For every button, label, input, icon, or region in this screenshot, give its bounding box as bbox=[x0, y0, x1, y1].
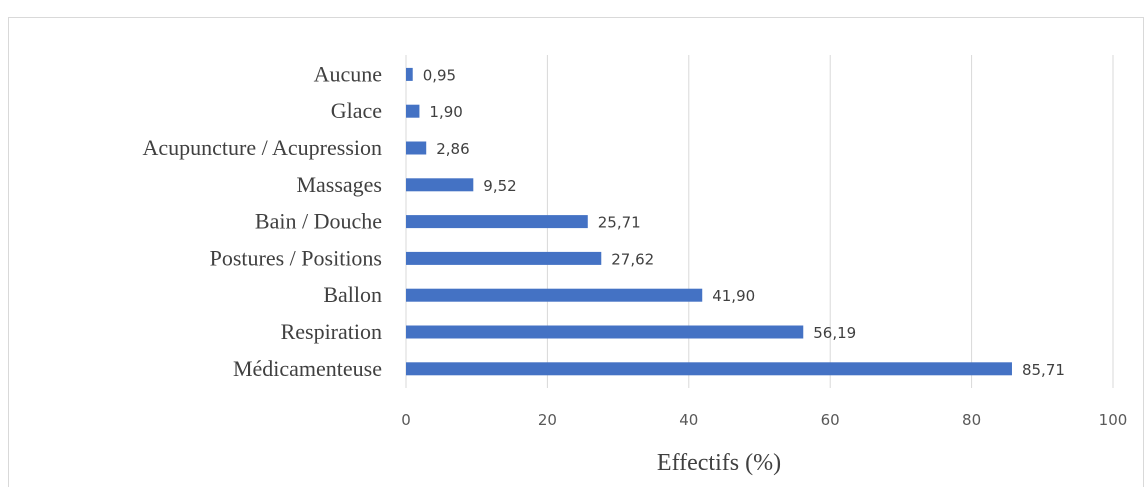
bar bbox=[406, 288, 703, 302]
data-label: 56,19 bbox=[813, 324, 856, 342]
category-label: Respiration bbox=[281, 319, 382, 344]
bar bbox=[406, 141, 427, 155]
data-label: 41,90 bbox=[712, 287, 755, 305]
data-label: 9,52 bbox=[483, 177, 516, 195]
data-label: 0,95 bbox=[423, 66, 456, 84]
bar bbox=[406, 251, 602, 265]
data-label: 85,71 bbox=[1022, 361, 1065, 379]
x-tick-label: 0 bbox=[401, 411, 411, 429]
x-axis-title: Effectifs (%) bbox=[657, 450, 781, 476]
x-tick-label: 100 bbox=[1099, 411, 1128, 429]
category-label: Aucune bbox=[314, 61, 382, 86]
bar bbox=[406, 325, 804, 339]
category-label: Bain / Douche bbox=[255, 209, 382, 234]
category-label: Médicamenteuse bbox=[233, 356, 382, 381]
category-labels: Aucune Glace Acupuncture / Acupression Mass… bbox=[143, 61, 383, 380]
category-label: Acupuncture / Acupression bbox=[143, 135, 383, 160]
chart-frame bbox=[8, 17, 1144, 487]
x-tick-label: 60 bbox=[821, 411, 840, 429]
data-label: 25,71 bbox=[598, 214, 641, 232]
x-tick-label: 80 bbox=[962, 411, 981, 429]
bar bbox=[406, 178, 474, 192]
data-label: 1,90 bbox=[429, 103, 462, 121]
category-label: Glace bbox=[331, 98, 382, 123]
bar bbox=[406, 215, 588, 229]
category-label: Massages bbox=[296, 172, 382, 197]
data-label: 2,86 bbox=[436, 140, 469, 158]
x-tick-labels: 0 20 40 60 80 100 bbox=[401, 411, 1127, 429]
x-tick-label: 40 bbox=[679, 411, 698, 429]
bar bbox=[406, 67, 413, 81]
bar bbox=[406, 362, 1012, 376]
bar bbox=[406, 104, 420, 118]
category-label: Ballon bbox=[323, 282, 382, 307]
category-label: Postures / Positions bbox=[210, 245, 382, 270]
bars bbox=[406, 67, 1012, 376]
x-tick-label: 20 bbox=[538, 411, 557, 429]
data-label: 27,62 bbox=[611, 250, 654, 268]
value-labels: 0,95 1,90 2,86 9,52 25,71 27,62 41,90 56,19 85,7… bbox=[423, 66, 1065, 378]
